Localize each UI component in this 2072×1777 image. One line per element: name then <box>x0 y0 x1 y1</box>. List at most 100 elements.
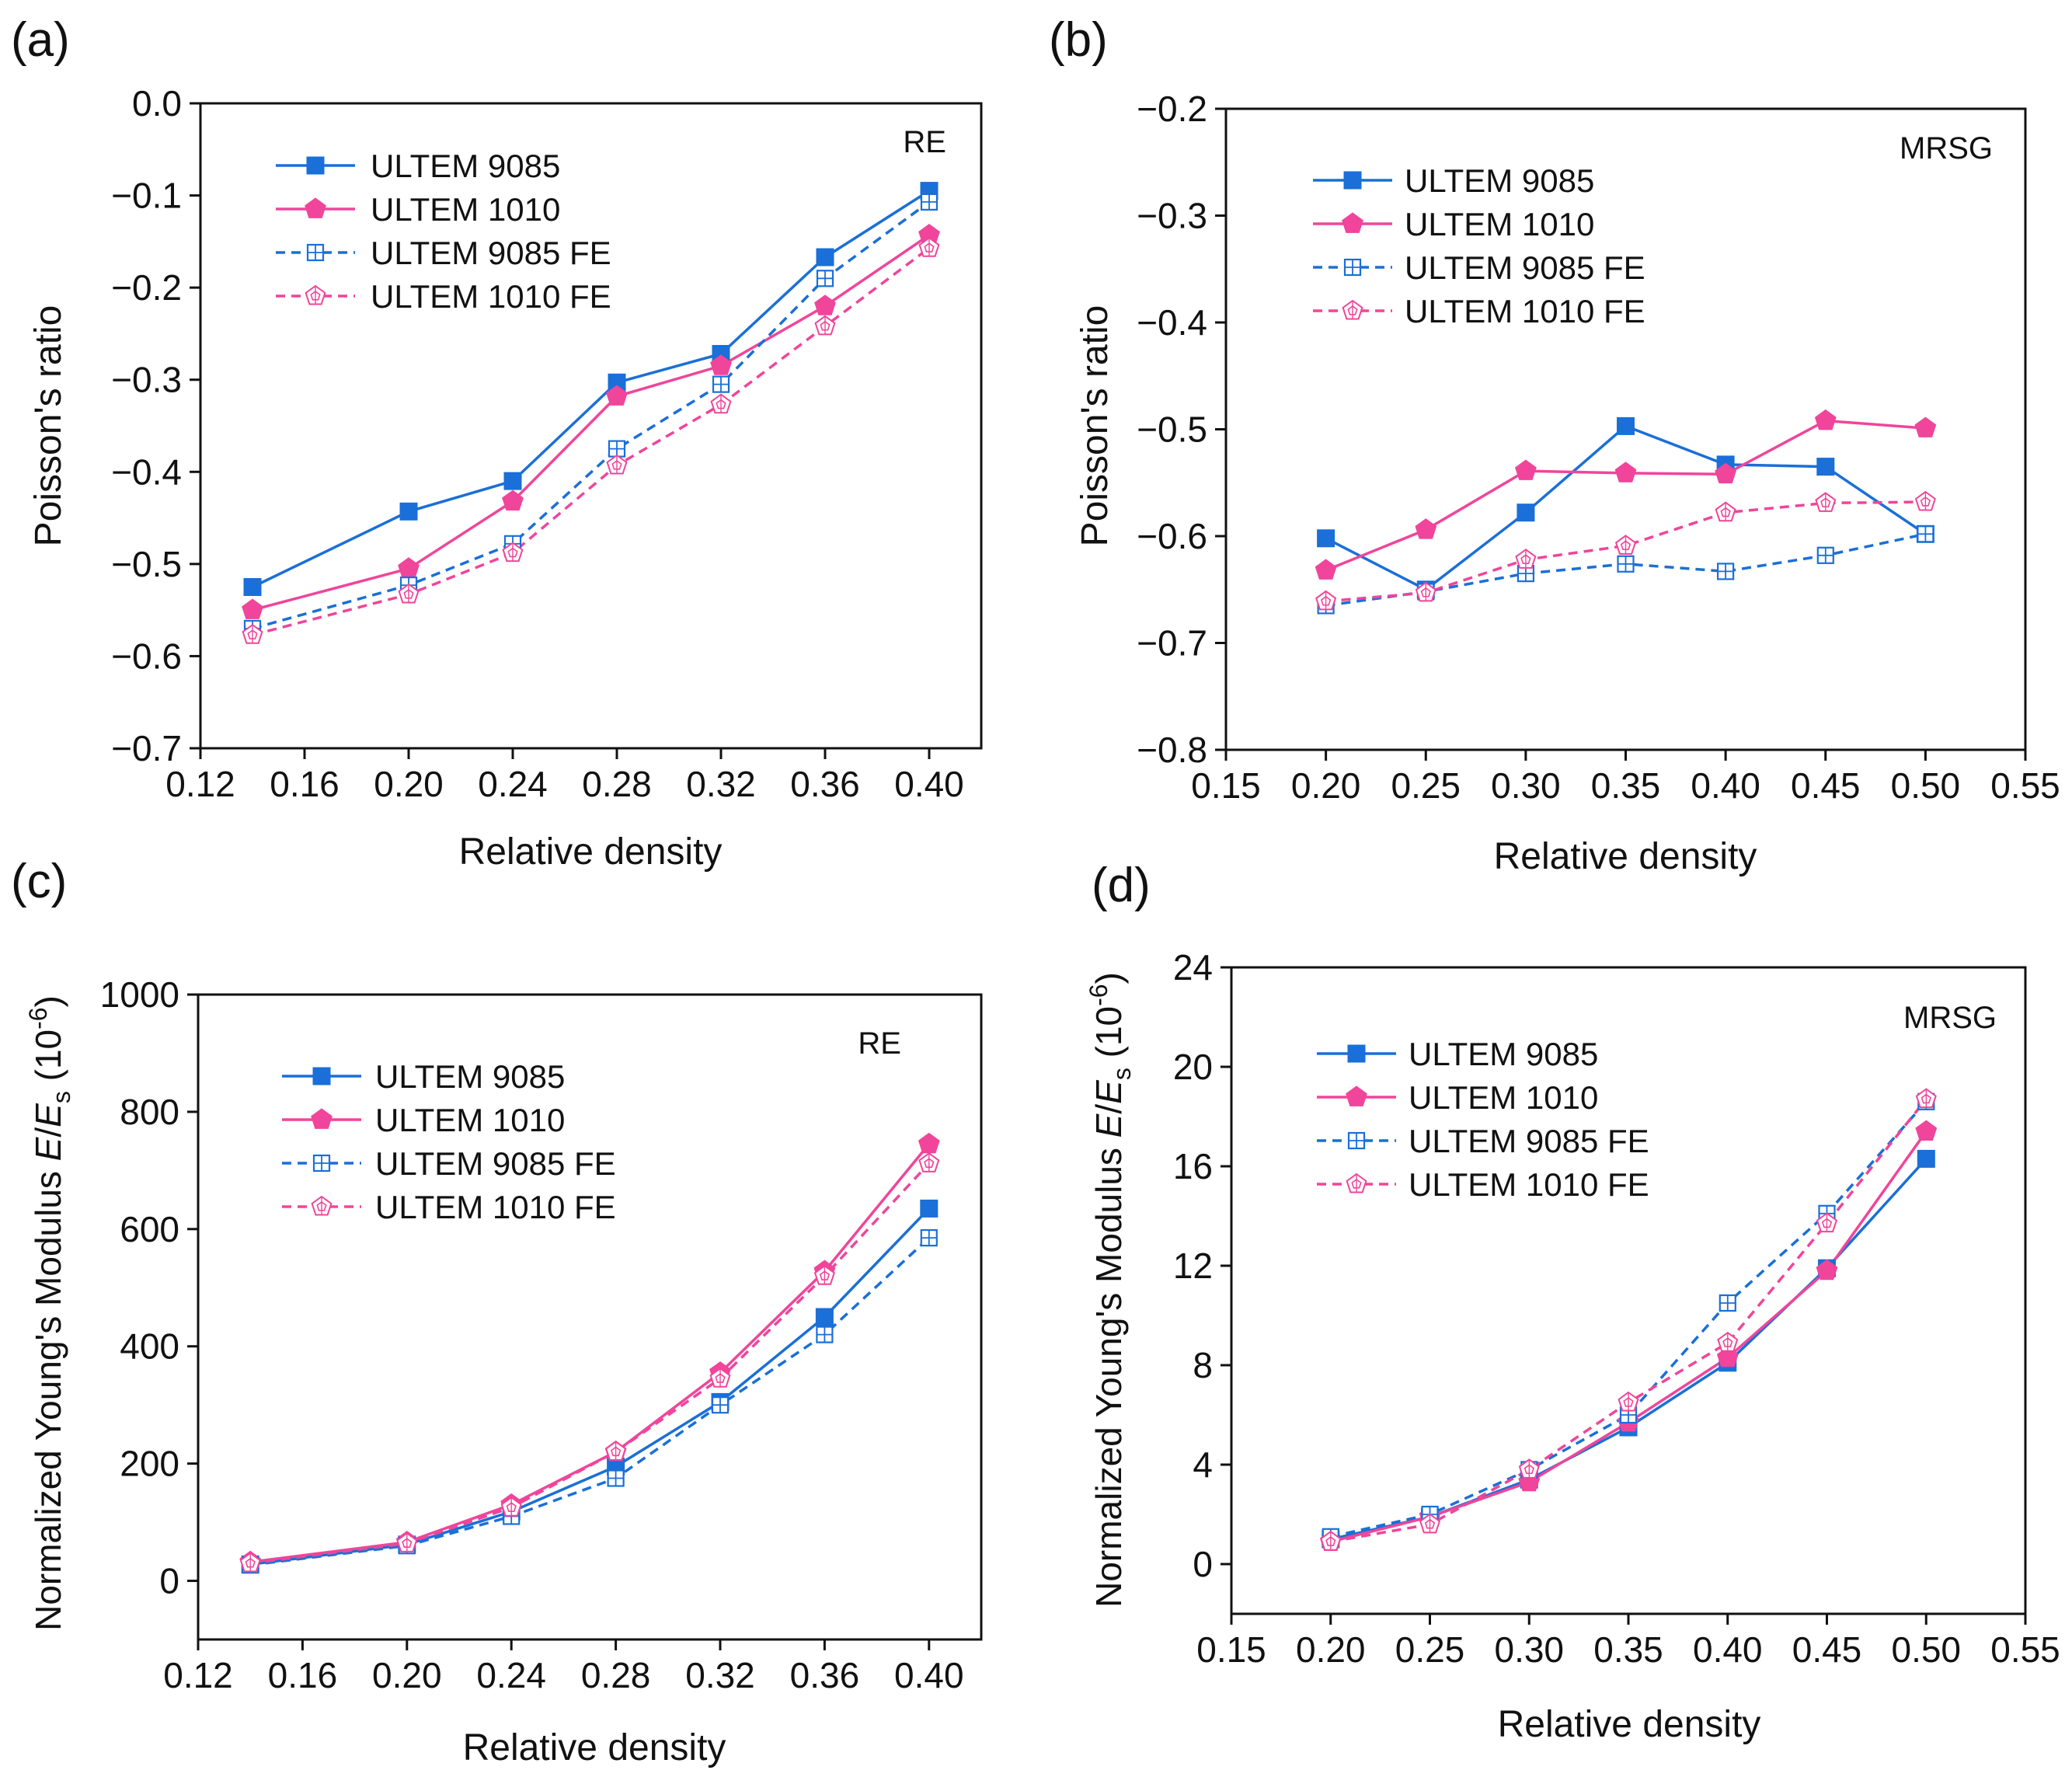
data-point <box>1716 1346 1739 1368</box>
legend-marker-3 <box>311 1195 333 1216</box>
y-axis-label: Normalized Young's Modulus E/Es (10-6) <box>1085 972 1136 1608</box>
data-point <box>1517 503 1535 522</box>
panel-b: (b) 0.15 0.20 0.25 0.30 0.35 0.40 0.45 0… <box>1049 13 2060 877</box>
x-tick-label: 0.16 <box>270 764 340 804</box>
y-tick-label: 600 <box>120 1209 179 1249</box>
x-tick-label: 0.20 <box>1296 1629 1366 1670</box>
data-point <box>1518 1458 1540 1479</box>
data-point-marker <box>1415 581 1436 602</box>
panel-label: (a) <box>11 13 70 67</box>
data-point <box>1317 529 1335 548</box>
x-tick-label: 0.50 <box>1891 1629 1961 1670</box>
data-point <box>709 1367 731 1388</box>
data-point <box>1816 546 1834 564</box>
data-point-marker <box>816 1326 834 1343</box>
x-tick-label: 0.15 <box>1196 1629 1266 1670</box>
x-tick-label: 0.15 <box>1191 765 1261 806</box>
data-point-marker <box>242 598 263 619</box>
data-point-marker <box>243 578 262 596</box>
data-point <box>1914 490 1936 511</box>
data-point-marker <box>1816 1259 1838 1280</box>
data-point-marker <box>711 1396 730 1414</box>
data-point-marker <box>813 1264 835 1285</box>
data-point <box>606 454 628 475</box>
legend-marker-shape <box>312 1067 331 1085</box>
x-tick-label: 0.28 <box>582 764 652 804</box>
data-point <box>1715 501 1736 522</box>
legend-marker-1 <box>1346 1085 1367 1106</box>
legend-label-3: ULTEM 1010 FE <box>375 1189 616 1225</box>
y-axis-label-close: ) <box>1088 972 1129 984</box>
legend-marker-shape <box>1343 171 1362 190</box>
x-axis-label: Relative density <box>1494 836 1757 877</box>
data-point <box>711 1396 730 1414</box>
x-tick-label: 0.40 <box>894 1655 964 1695</box>
x-tick-labels: 0.12 0.16 0.20 0.24 0.28 0.32 0.36 0.40 <box>165 764 964 804</box>
data-point <box>710 393 732 414</box>
data-point <box>1614 535 1637 555</box>
data-point-marker <box>1816 546 1834 564</box>
data-point-marker <box>712 375 730 393</box>
data-point-marker <box>1320 1530 1342 1551</box>
y-tick-labels: −0.2 −0.3 −0.4 −0.5 −0.6 −0.7 −0.8 <box>1137 89 1207 770</box>
data-point <box>500 1496 522 1517</box>
series-line-2 <box>249 1236 930 1566</box>
data-point-marker <box>709 1367 731 1388</box>
data-point-marker <box>1816 458 1835 476</box>
data-point-marker <box>1715 462 1736 484</box>
legend-marker-shape <box>1346 1172 1367 1193</box>
y-tick-label: 12 <box>1173 1246 1213 1286</box>
x-tick-label: 0.36 <box>790 764 860 804</box>
x-axis-label: Relative density <box>1498 1704 1761 1745</box>
axis-ticks <box>190 102 931 759</box>
legend-label-2: ULTEM 9085 FE <box>1405 249 1645 286</box>
y-axis-label-es: E <box>28 1103 68 1127</box>
plot-annotation: RE <box>858 1026 901 1061</box>
x-tick-label: 0.55 <box>1990 765 2060 806</box>
x-tick-label: 0.24 <box>476 1655 546 1695</box>
y-tick-labels: 0 200 400 600 800 1000 <box>100 974 179 1601</box>
data-point <box>816 248 834 267</box>
data-point <box>242 598 263 619</box>
data-point-marker <box>502 542 524 563</box>
y-tick-label: −0.4 <box>1137 302 1207 343</box>
data-point <box>502 490 524 511</box>
data-point <box>1816 1212 1838 1233</box>
y-axis-label-slash: / <box>28 1127 68 1138</box>
legend: ULTEM 9085 ULTEM 1010 ULTEM 9085 FE ULTE… <box>1317 1036 1649 1203</box>
legend-marker-2 <box>1343 258 1362 277</box>
data-point-marker <box>1915 1120 1938 1141</box>
data-point-marker <box>918 236 940 257</box>
x-tick-label: 0.50 <box>1891 765 1961 806</box>
data-point-marker <box>1917 525 1934 543</box>
y-tick-label: 400 <box>120 1326 179 1367</box>
y-axis-label-close: ) <box>28 995 68 1007</box>
y-axis-label: Normalized Young's Modulus E/Es (10-6) <box>24 995 75 1631</box>
data-point-marker <box>1719 1294 1736 1312</box>
data-point-marker <box>920 193 938 211</box>
legend-label-1: ULTEM 1010 <box>375 1102 565 1138</box>
data-point-marker <box>920 1199 938 1218</box>
data-point-marker <box>1419 1513 1441 1534</box>
legend-marker-3 <box>1342 299 1363 320</box>
data-point-marker <box>1915 1088 1937 1109</box>
y-axis-label-e: E <box>28 1136 68 1161</box>
data-point-marker <box>1517 503 1535 522</box>
data-point <box>1415 518 1437 539</box>
data-point <box>1315 590 1337 611</box>
data-point <box>710 354 732 375</box>
data-point <box>242 623 263 644</box>
legend: ULTEM 9085 ULTEM 1010 ULTEM 9085 FE ULTE… <box>1313 162 1645 329</box>
data-point-marker <box>500 1496 522 1517</box>
y-axis-label: Poisson's ratio <box>28 305 69 547</box>
data-point <box>1617 555 1635 573</box>
y-tick-label: −0.3 <box>1137 196 1207 236</box>
data-point <box>1816 458 1835 476</box>
data-point-marker <box>816 248 834 267</box>
y-tick-label: −0.7 <box>1137 623 1207 664</box>
y-axis-label: Poisson's ratio <box>1074 305 1116 547</box>
x-tick-label: 0.30 <box>1491 765 1561 806</box>
legend-label-2: ULTEM 9085 FE <box>375 1145 616 1182</box>
data-point-marker <box>1816 1212 1838 1233</box>
